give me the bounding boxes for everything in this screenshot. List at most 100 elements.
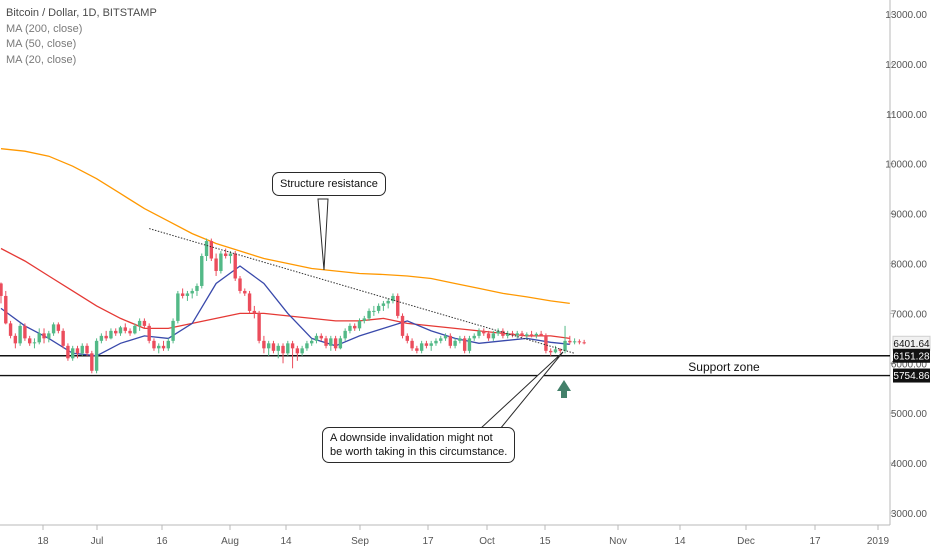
candle-body	[582, 342, 586, 344]
structure-resistance-callout[interactable]: Structure resistance	[272, 172, 386, 196]
candle-body	[51, 324, 56, 334]
candle-body	[357, 320, 362, 329]
candle-body	[247, 293, 252, 311]
candle-body	[448, 335, 453, 346]
legend-ma20[interactable]: MA (20, close)	[6, 53, 77, 66]
candle-body	[27, 338, 32, 344]
legend-title: Bitcoin / Dollar, 1D, BITSTAMP	[6, 7, 157, 19]
y-tick-label: 9000.00	[891, 210, 928, 221]
candle-body	[109, 330, 113, 339]
note-line-1: A downside invalidation might not	[330, 432, 493, 444]
candle-body	[515, 333, 519, 336]
candle-body	[37, 333, 41, 343]
x-tick-label: 17	[809, 536, 821, 547]
candle-body	[501, 330, 505, 336]
candle-body	[161, 345, 166, 349]
candle-body	[424, 343, 429, 346]
y-tick-label: 11000.00	[886, 110, 927, 121]
candle-body	[61, 330, 65, 346]
candle-body	[23, 325, 27, 339]
x-tick-label: Nov	[609, 536, 627, 547]
candle-body	[209, 241, 214, 259]
price-tag-label: 5754.86	[893, 371, 930, 382]
candle-body	[80, 345, 84, 354]
x-tick-label: 16	[156, 536, 168, 547]
legend-ma50[interactable]: MA (50, close)	[6, 38, 77, 50]
y-tick-label: 8000.00	[891, 260, 928, 271]
candle-body	[8, 323, 13, 336]
candle-body	[243, 290, 247, 294]
x-tick-label: 2019	[867, 536, 890, 547]
y-tick-label: 10000.00	[885, 160, 927, 171]
note-pointer	[479, 351, 564, 430]
candle-body	[276, 345, 280, 351]
candle-body	[114, 330, 118, 334]
candle-body	[42, 333, 46, 339]
candle-body	[295, 348, 300, 354]
candle-body	[534, 333, 539, 336]
candle-body	[396, 295, 400, 316]
candle-body	[376, 305, 381, 311]
candle-body	[429, 343, 433, 346]
candle-body	[343, 330, 347, 339]
candle-body	[443, 335, 448, 339]
candle-body	[381, 303, 386, 306]
x-tick-label: 14	[674, 536, 686, 547]
x-tick-label: Oct	[479, 536, 495, 547]
y-tick-label: 3000.00	[891, 509, 928, 520]
candle-body	[329, 338, 333, 346]
candle-body	[128, 330, 132, 334]
candle-body	[223, 253, 228, 257]
candle-body	[290, 343, 295, 349]
candle-body	[166, 340, 170, 349]
candle-body	[348, 325, 352, 331]
candle-body	[577, 341, 582, 343]
candle-body	[434, 340, 438, 344]
candle-body	[572, 341, 577, 343]
candle-body	[549, 350, 553, 353]
candle-body	[75, 348, 80, 354]
candle-body	[314, 335, 319, 341]
candle-body	[90, 353, 94, 371]
candle-body	[266, 343, 271, 349]
candle-body	[118, 327, 123, 334]
y-tick-label: 13000.00	[885, 10, 927, 21]
candle-body	[353, 325, 357, 329]
candle-body	[568, 340, 572, 343]
candle-body	[419, 343, 424, 351]
ma20-line	[0, 265, 570, 357]
candle-body	[238, 278, 242, 291]
candle-body	[32, 342, 37, 344]
candle-body	[271, 343, 276, 351]
price-tag-label: 6401.64	[893, 339, 930, 350]
candle-body	[305, 343, 309, 349]
candle-body	[4, 295, 8, 324]
candle-body	[18, 325, 22, 344]
x-tick-label: 15	[539, 536, 551, 547]
candle-body	[391, 295, 395, 301]
candle-body	[257, 313, 261, 341]
y-tick-label: 12000.00	[885, 60, 927, 71]
candle-body	[137, 320, 142, 326]
ma50-line	[0, 247, 570, 340]
x-tick-label: Aug	[221, 536, 239, 547]
candle-body	[338, 338, 343, 349]
invalidation-note-callout[interactable]: A downside invalidation might not be wor…	[322, 427, 516, 463]
candle-body	[0, 283, 3, 296]
candle-body	[286, 343, 290, 354]
candle-body	[539, 333, 543, 336]
legend-ma200[interactable]: MA (200, close)	[6, 22, 83, 35]
resistance-trendline	[149, 228, 575, 354]
candle-body	[553, 349, 558, 353]
candle-body	[491, 333, 496, 339]
candle-body	[410, 340, 414, 349]
candle-body	[204, 241, 209, 257]
candle-body	[71, 348, 75, 359]
price-tag-label: 6151.28	[893, 351, 930, 362]
candle-body	[142, 320, 147, 326]
candle-body	[185, 293, 190, 296]
up-arrow-icon	[557, 380, 571, 398]
candle-body	[133, 325, 137, 334]
